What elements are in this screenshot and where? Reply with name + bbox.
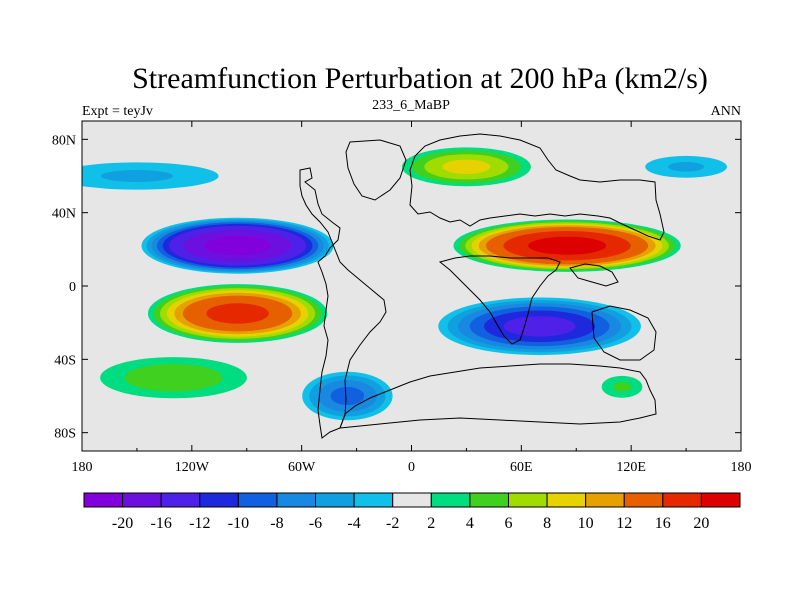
- feature-asia-high: [453, 219, 681, 272]
- feature-north-pacific-band: [82, 162, 219, 190]
- x-tick-label: 180: [72, 460, 93, 475]
- axis-ticks: [81, 121, 742, 451]
- x-tick-labels: 180 120W 60W 0 60E 120E 180: [72, 460, 752, 475]
- colorbar-swatch: [122, 492, 162, 508]
- indonesia-outline: [569, 263, 619, 287]
- y-tick-label: 80N: [52, 133, 76, 148]
- feature-southern-ocean-high: [601, 375, 643, 398]
- colorbar-swatch: [469, 492, 509, 508]
- colorbar-swatch: [662, 492, 702, 508]
- colorbar-labels: -20 -16 -12 -10 -8 -6 -4 -2 2 4 6 8 10 12 16 20: [112, 515, 709, 532]
- australia-outline: [591, 305, 657, 361]
- x-tick-label: 120W: [175, 460, 210, 475]
- feature-eurasia-north-high: [401, 147, 531, 187]
- feature-north-pacific-east-low: [645, 155, 727, 178]
- colorbar-tick-label: -4: [347, 515, 360, 532]
- colorbar-swatch: [700, 492, 741, 508]
- colorbar-swatch: [392, 492, 432, 508]
- colorbar-swatch: [315, 492, 355, 508]
- x-tick-label: 0: [408, 460, 415, 475]
- contour-level-4: [124, 364, 223, 392]
- colorbar-tick-label: 6: [505, 515, 513, 532]
- colorbar-swatch: [430, 492, 471, 508]
- colorbar-tick-label: 12: [616, 515, 632, 532]
- feature-eastern-pacific-low: [141, 217, 334, 274]
- contour-layers: [82, 147, 727, 421]
- colorbar-tick-label: 4: [466, 515, 474, 532]
- colorbar-swatch: [237, 492, 278, 508]
- colorbar-tick-label: 20: [693, 515, 709, 532]
- right-string: ANN: [711, 104, 741, 119]
- contour-level-8: [442, 159, 491, 174]
- coastline-outline: [299, 133, 665, 439]
- chart-title: Streamfunction Perturbation at 200 hPa (…: [132, 62, 708, 95]
- colorbar-tick-label: -8: [270, 515, 283, 532]
- colorbar-tick-label: -2: [386, 515, 399, 532]
- colorbar-swatch: [199, 492, 239, 508]
- x-tick-label: 120E: [616, 460, 646, 475]
- left-string: Expt = teyJv: [82, 104, 153, 119]
- y-tick-labels: 80N 40N 0 40S 80S: [52, 133, 76, 441]
- x-tick-label: 180: [731, 460, 752, 475]
- y-tick-label: 40S: [54, 353, 76, 368]
- colorbar-swatch: [623, 492, 664, 508]
- contour-level-4: [613, 382, 631, 392]
- colorbar-swatch: [546, 492, 587, 508]
- colorbar-swatch: [585, 492, 625, 508]
- colorbar-swatch: [83, 492, 124, 508]
- contour-level--20: [204, 236, 271, 256]
- colorbar-swatch: [507, 492, 548, 508]
- y-tick-label: 80S: [54, 427, 76, 442]
- y-tick-label: 40N: [52, 207, 76, 222]
- americas-outline: [299, 167, 387, 439]
- colorbar-swatch: [353, 492, 394, 508]
- contour-level-20: [528, 236, 606, 255]
- colorbar-tick-label: -20: [112, 515, 133, 532]
- contour-level--8: [330, 387, 365, 405]
- antarctica-outline: [339, 363, 657, 429]
- eurasia-africa-outline: [409, 133, 665, 241]
- feature-south-pacific-band: [100, 357, 247, 399]
- center-string: 233_6_MaBP: [372, 98, 450, 113]
- contour-level--12: [503, 316, 576, 337]
- africa-south-outline: [438, 255, 561, 345]
- colorbar-tick-label: 16: [655, 515, 671, 532]
- feature-south-atlantic-low: [302, 371, 393, 421]
- greenland-outline: [345, 139, 407, 201]
- colorbar-tick-label: -16: [151, 515, 172, 532]
- colorbar-tick-label: -6: [309, 515, 322, 532]
- contour-level--4: [100, 170, 173, 182]
- contour-level-16: [206, 303, 269, 324]
- feature-eastern-pacific-south-high: [147, 284, 328, 343]
- colorbar: [83, 492, 741, 508]
- x-tick-label: 60E: [510, 460, 533, 475]
- colorbar-swatch: [276, 492, 317, 508]
- colorbar-tick-label: 2: [427, 515, 435, 532]
- contour-level--4: [668, 162, 705, 172]
- colorbar-tick-label: -12: [189, 515, 210, 532]
- colorbar-swatch: [160, 492, 201, 508]
- y-tick-label: 0: [69, 280, 76, 295]
- colorbar-tick-label: 10: [578, 515, 594, 532]
- colorbar-tick-label: -10: [228, 515, 249, 532]
- x-tick-label: 60W: [288, 460, 316, 475]
- colorbar-tick-label: 8: [543, 515, 551, 532]
